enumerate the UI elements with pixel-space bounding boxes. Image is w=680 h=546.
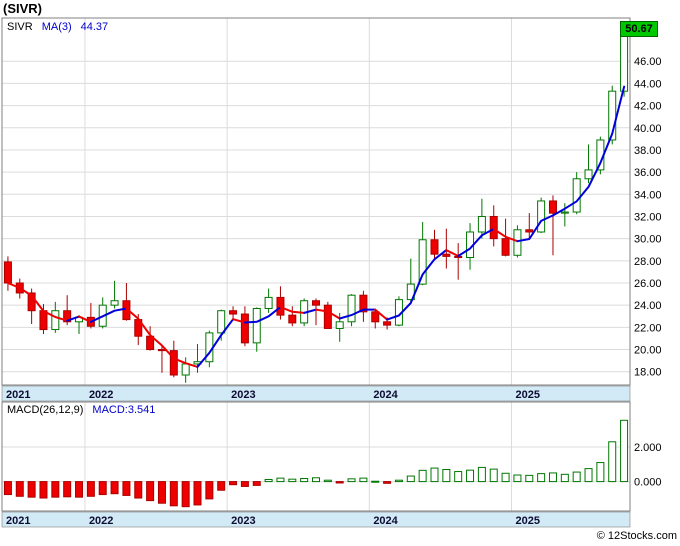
year-label: 2024: [373, 515, 398, 527]
macd-legend: MACD(26,12,9) MACD:3.541: [7, 404, 164, 416]
year-label: 2024: [373, 389, 398, 401]
year-label: 2021: [6, 389, 30, 401]
price-axis-tick: 34.00: [634, 189, 662, 201]
site-credit-link[interactable]: © 12Stocks.com: [596, 530, 677, 542]
legend-symbol: SIVR: [7, 21, 33, 33]
year-label: 2025: [516, 515, 540, 527]
price-panel-border: [1, 17, 631, 386]
macd-axis-tick: 2.000: [634, 442, 662, 454]
price-axis-tick: 36.00: [634, 167, 662, 179]
price-axis-tick: 24.00: [634, 300, 662, 312]
price-axis-tick: 20.00: [634, 345, 662, 357]
macd-panel-border: [1, 401, 631, 512]
macd-axis-tick: 0.000: [634, 477, 662, 489]
macd-legend-label: MACD(26,12,9): [7, 404, 84, 416]
candles: [3, 21, 629, 383]
price-axis-tick: 32.00: [634, 211, 662, 223]
year-label: 2023: [231, 389, 255, 401]
price-axis-tick: 42.00: [634, 101, 662, 113]
page-title: (SIVR): [3, 1, 42, 16]
legend-ma-label: MA(3): [41, 21, 72, 33]
price-axis-tick: 40.00: [634, 123, 662, 135]
price-gridlines: [2, 18, 630, 511]
ma-line: [6, 85, 626, 368]
year-label: 2022: [89, 515, 113, 527]
macd-histogram: [3, 419, 629, 508]
legend-ma-value: 44.37: [80, 21, 109, 33]
price-axis-tick: 46.00: [634, 56, 662, 68]
x-axis-strip-top: [1, 385, 631, 402]
price-axis-tick: 18.00: [634, 367, 662, 379]
price-axis-tick: 26.00: [634, 278, 662, 290]
year-label: 2025: [516, 389, 540, 401]
price-axis-tick: 30.00: [634, 234, 662, 246]
last-price-badge: 50.67: [620, 21, 658, 37]
price-axis-tick: 38.00: [634, 145, 662, 157]
year-label: 2021: [6, 515, 30, 527]
macd-legend-value: MACD:3.541: [92, 404, 156, 416]
price-axis-tick: 22.00: [634, 322, 662, 334]
price-axis-tick: 44.00: [634, 78, 662, 90]
year-label: 2022: [89, 389, 113, 401]
year-label: 2023: [231, 515, 255, 527]
x-axis-strip-bottom: [1, 511, 631, 528]
price-legend: SIVR MA(3) 44.37: [7, 21, 117, 33]
price-axis-tick: 28.00: [634, 256, 662, 268]
